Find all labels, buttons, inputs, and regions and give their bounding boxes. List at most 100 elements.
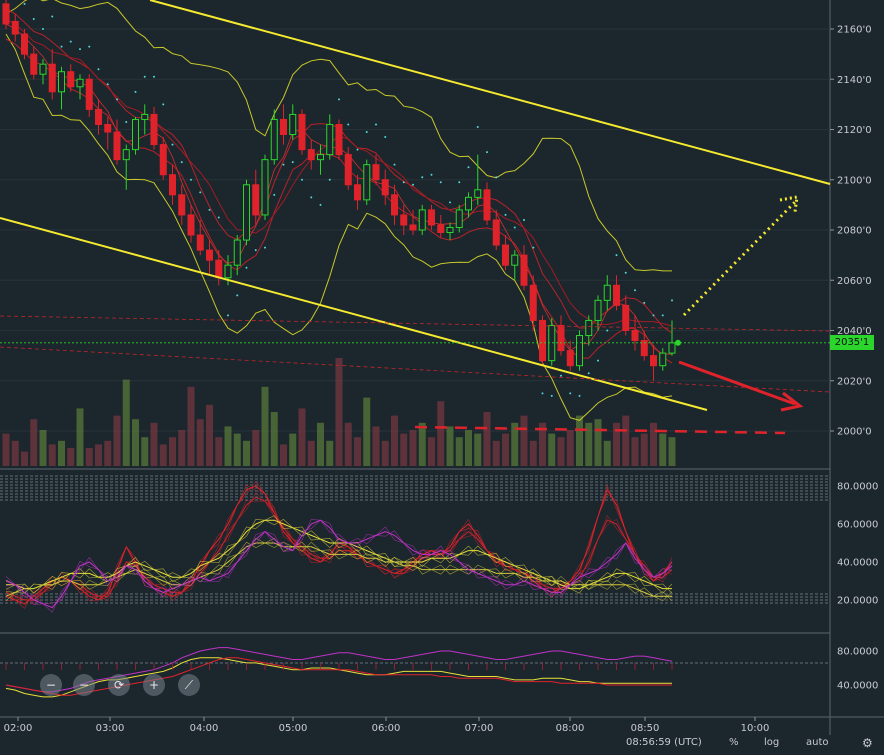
candle-body: [2, 3, 10, 25]
candle-body: [650, 355, 657, 367]
volume-bar: [326, 440, 334, 466]
candle-body: [169, 174, 176, 196]
reset-chart-button[interactable]: ⟳: [108, 674, 130, 696]
volume-bar: [224, 426, 232, 466]
candle-body: [474, 189, 482, 198]
zoom-out-button[interactable]: −: [40, 674, 62, 696]
volume-bar: [21, 451, 28, 466]
psar-dot: [587, 372, 590, 375]
candle-body: [187, 214, 195, 236]
volume-bar: [132, 419, 139, 466]
candle-body: [659, 352, 667, 367]
psar-dot: [532, 246, 535, 249]
volume-bar: [113, 415, 121, 466]
oscillator1-axis-label: 80.0000: [837, 482, 878, 493]
volume-bar: [668, 437, 676, 466]
psar-dot: [282, 163, 285, 166]
psar-dot: [430, 173, 433, 176]
psar-dot: [541, 392, 544, 395]
volume-bar: [511, 422, 519, 466]
psar-dot: [578, 394, 581, 397]
candle-body: [492, 219, 500, 246]
psar-dot: [606, 329, 609, 332]
volume-bar: [48, 444, 56, 466]
volume-bar: [2, 433, 10, 466]
psar-dot: [125, 120, 128, 123]
candle-body: [603, 284, 611, 301]
psar-dot: [486, 151, 488, 154]
psar-dot: [69, 40, 72, 43]
candle-body: [150, 113, 158, 146]
drawing-tool-button[interactable]: ⟋: [178, 674, 200, 696]
volume-bar: [474, 433, 482, 466]
psar-dot: [504, 213, 507, 216]
volume-bar: [261, 386, 269, 466]
volume-bar: [307, 440, 315, 466]
psar-dot: [153, 75, 155, 78]
psar-dot: [356, 148, 359, 151]
volume-bar: [58, 440, 65, 466]
time-axis-label: 04:00: [190, 723, 219, 734]
log-scale-toggle[interactable]: log: [764, 737, 780, 748]
psar-dot: [467, 166, 470, 169]
settings-gear-icon[interactable]: ⚙: [862, 736, 873, 750]
price-axis-label: 2020'0: [837, 376, 872, 387]
candle-body: [585, 319, 593, 337]
psar-dot: [671, 299, 673, 302]
time-axis-label: 07:00: [465, 723, 494, 734]
volume-bar: [613, 422, 620, 466]
psar-dot: [319, 203, 322, 206]
psar-dot: [51, 15, 54, 18]
volume-bar: [409, 430, 417, 466]
candle-body: [21, 33, 28, 55]
volume-bar: [418, 422, 426, 466]
psar-dot: [301, 178, 303, 181]
volume-bar: [76, 408, 84, 466]
candle-body: [613, 284, 620, 306]
volume-bar: [548, 433, 556, 466]
candle-body: [566, 350, 574, 367]
last-price-marker: [675, 339, 681, 346]
time-axis-label: 08:00: [556, 723, 585, 734]
psar-dot: [365, 131, 368, 134]
volume-bar: [576, 415, 583, 466]
volume-bar: [539, 422, 546, 466]
volume-bar: [381, 440, 389, 466]
candle-body: [178, 194, 186, 216]
percent-scale-toggle[interactable]: %: [729, 737, 739, 748]
volume-bar: [159, 444, 167, 466]
oscillator1-series-echo: [5, 519, 673, 613]
psar-dot: [402, 181, 405, 184]
volume-bar: [354, 437, 361, 466]
psar-dot: [88, 45, 91, 48]
volume-bar: [298, 408, 306, 466]
zoom-in-button[interactable]: +: [143, 674, 165, 696]
price-axis-label: 2000'0: [837, 427, 872, 438]
volume-bar: [178, 430, 186, 466]
candle-body: [409, 224, 417, 231]
candle-body: [67, 71, 75, 88]
psar-dot: [523, 218, 525, 221]
candle-body: [640, 340, 648, 357]
volume-bar: [11, 440, 19, 466]
resistance-dashed-line: [0, 315, 831, 332]
auto-scale-toggle[interactable]: auto: [806, 737, 829, 748]
candle-body: [76, 78, 84, 88]
oscillator1-axis-label: 60.0000: [837, 520, 878, 531]
oscillator2-axis-label: 40.0000: [837, 681, 878, 692]
volume-level-dashed-line: [414, 425, 786, 435]
psar-dot: [32, 17, 35, 20]
psar-dot: [615, 254, 618, 257]
candle-body: [520, 254, 528, 286]
candle-body: [224, 264, 232, 279]
volume-bar: [585, 422, 593, 466]
scroll-back-button[interactable]: −: [73, 674, 95, 696]
volume-bar: [95, 444, 102, 466]
psar-dot: [42, 28, 44, 30]
candle-body: [502, 244, 509, 266]
volume-bar: [280, 444, 287, 466]
bearish-arrow-head: [780, 391, 804, 412]
candle-body: [11, 20, 19, 35]
